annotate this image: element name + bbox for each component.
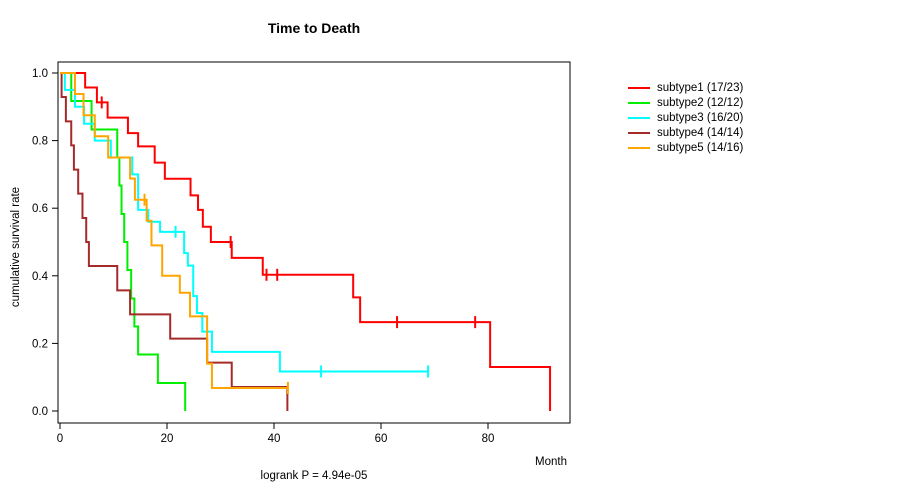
x-tick-label: 20 (161, 433, 174, 445)
series-subtype5 (60, 72, 289, 395)
series-subtype3 (60, 72, 430, 378)
legend-item-subtype5: subtype5 (14/16) (628, 140, 743, 155)
x-tick-label: 40 (268, 433, 281, 445)
legend-item-subtype2: subtype2 (12/12) (628, 95, 743, 110)
y-tick-label: 1.0 (32, 68, 48, 80)
legend-item-subtype4: subtype4 (14/14) (628, 125, 743, 140)
x-axis: 0 20 40 60 80 (57, 423, 495, 445)
x-tick-label: 80 (482, 433, 495, 445)
y-tick-label: 0.6 (32, 203, 48, 215)
x-tick-label: 0 (57, 433, 63, 445)
legend: subtype1 (17/23) subtype2 (12/12) subtype3… (628, 80, 743, 155)
survival-curve-subtype5 (60, 72, 288, 390)
series-subtype2 (60, 72, 187, 411)
legend-label: subtype3 (16/20) (657, 111, 744, 124)
legend-color-line-subtype1 (628, 86, 650, 89)
chart-title: Time to Death (267, 20, 361, 36)
y-tick-label: 0.2 (32, 338, 48, 350)
x-axis-label: Month (535, 456, 567, 468)
plot-box (57, 61, 571, 424)
y-tick-label: 0.0 (32, 406, 48, 418)
y-tick-label: 0.4 (32, 271, 49, 283)
survival-curve-subtype2 (60, 72, 187, 411)
legend-label: subtype5 (14/16) (657, 141, 744, 154)
legend-label: subtype4 (14/14) (657, 126, 744, 139)
x-tick-label: 60 (375, 433, 388, 445)
legend-label: subtype2 (12/12) (657, 96, 744, 109)
y-axis: 0.0 0.2 0.4 0.6 0.8 1.0 (32, 68, 58, 418)
legend-color-line-subtype4 (628, 131, 650, 134)
survival-curve-subtype1 (60, 72, 552, 411)
series-subtype1 (60, 72, 552, 411)
legend-color-line-subtype2 (628, 101, 650, 104)
legend-item-subtype1: subtype1 (17/23) (628, 80, 743, 95)
legend-color-line-subtype5 (628, 146, 650, 149)
logrank-pvalue: logrank P = 4.94e-05 (260, 470, 368, 482)
legend-label: subtype1 (17/23) (657, 81, 744, 94)
legend-item-subtype3: subtype3 (16/20) (628, 110, 743, 125)
y-tick-label: 0.8 (32, 136, 48, 148)
legend-color-line-subtype3 (628, 116, 650, 119)
